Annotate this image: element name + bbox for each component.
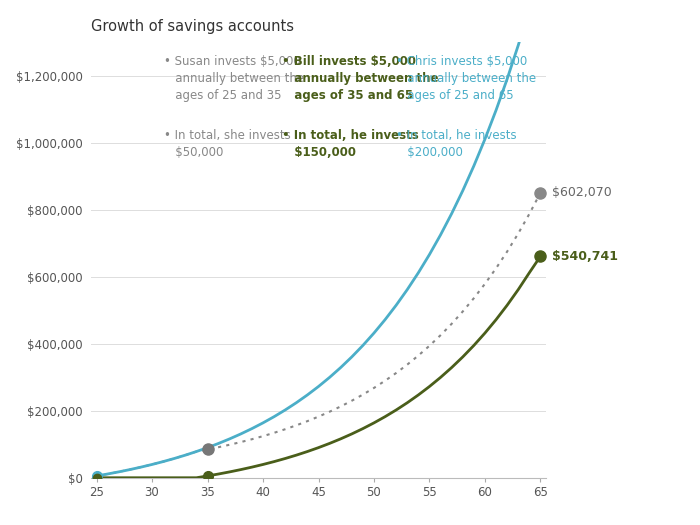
Text: • Bill invests $5,000
   annually between the
   ages of 35 and 65: • Bill invests $5,000 annually between t… bbox=[282, 55, 439, 102]
Text: $602,070: $602,070 bbox=[552, 186, 611, 200]
Text: Growth of savings accounts: Growth of savings accounts bbox=[91, 19, 294, 34]
Text: • Susan invests $5,000
   annually between the
   ages of 25 and 35: • Susan invests $5,000 annually between … bbox=[164, 55, 304, 102]
Text: • In total, he invests
   $150,000: • In total, he invests $150,000 bbox=[282, 129, 419, 159]
Text: • In total, she invests
   $50,000: • In total, she invests $50,000 bbox=[164, 129, 290, 159]
Text: • Chris invests $5,000
   annually between the
   ages of 25 and 65: • Chris invests $5,000 annually between … bbox=[396, 55, 536, 102]
Text: $1,142,811: $1,142,811 bbox=[0, 524, 1, 525]
Text: $540,741: $540,741 bbox=[552, 250, 617, 263]
Text: • In total, he invests
   $200,000: • In total, he invests $200,000 bbox=[396, 129, 517, 159]
